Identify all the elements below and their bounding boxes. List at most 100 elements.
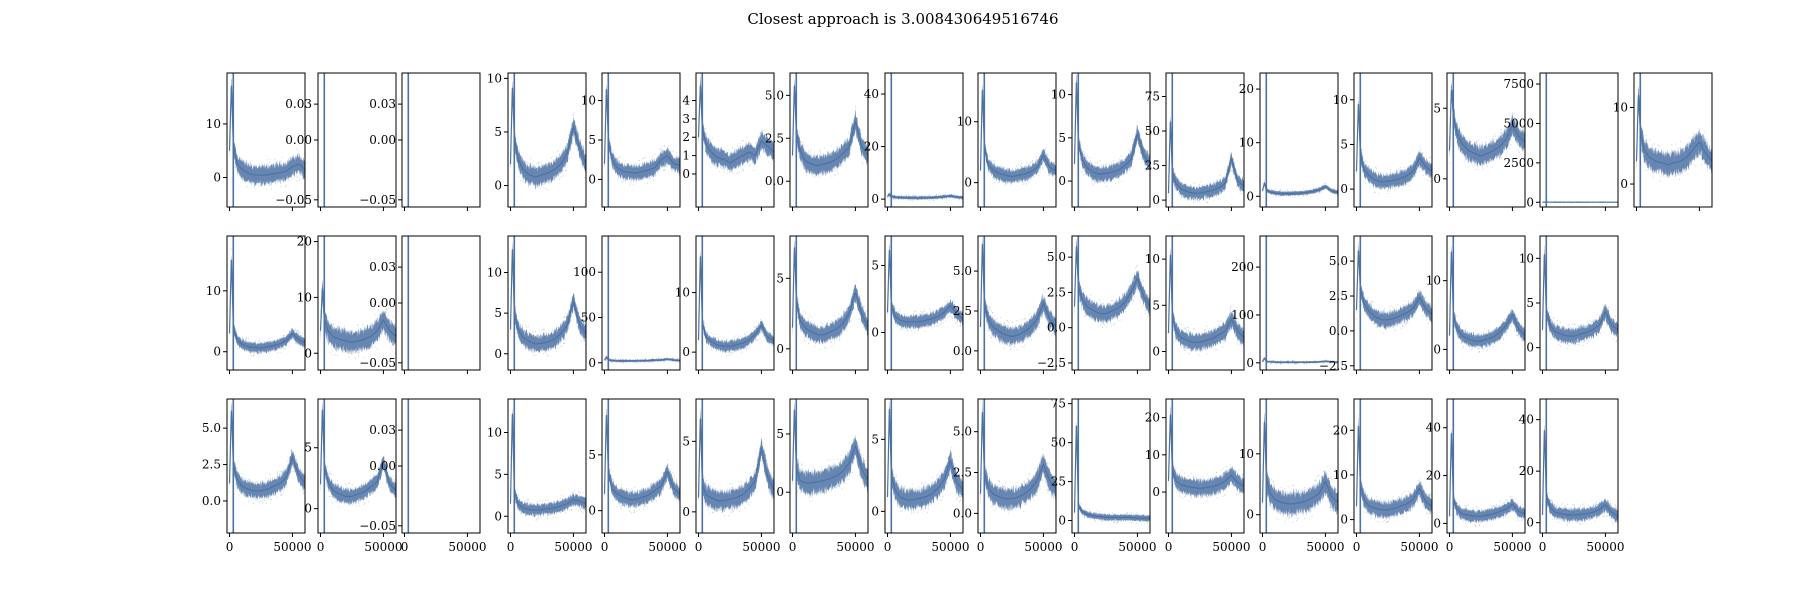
y-tick-label: 10: [1145, 448, 1160, 462]
y-tick-label: 5: [776, 427, 784, 441]
subplot-r0-c8: 0 10: [957, 72, 1057, 211]
x-tick-label: 0: [1259, 540, 1267, 554]
axes-frame: [226, 72, 306, 208]
series-band: [1542, 424, 1618, 525]
y-tick-label: 0: [776, 485, 784, 499]
series-plot-area: [319, 399, 396, 533]
y-tick-label: −2.5: [1037, 356, 1066, 370]
axes-frame: [977, 398, 1057, 534]
series-band: [1168, 115, 1244, 202]
x-tick-label: 0: [1165, 540, 1173, 554]
series-line: [979, 244, 1056, 338]
y-tick-label: 5: [588, 133, 596, 147]
y-tick-label: 20: [864, 140, 879, 154]
y-tick-label: 0.03: [369, 423, 396, 437]
axes-frame: [1353, 235, 1433, 371]
subplot-r1-c1: 0 10 20: [297, 235, 397, 374]
series-plot-area: [603, 73, 680, 207]
axes-frame: [884, 72, 964, 208]
x-tick-label: 50000: [1118, 540, 1156, 554]
axes-frame: [401, 398, 481, 534]
y-tick-label: 0: [1340, 513, 1348, 527]
x-tick-label: 0: [317, 540, 325, 554]
series-plot-area: [791, 399, 868, 533]
y-tick-label: 0: [1152, 485, 1160, 499]
subplot-r0-c1: −0.05 0.00 0.03: [275, 72, 397, 211]
y-tick-label: 0: [1246, 508, 1254, 522]
series-plot-area: [1073, 73, 1150, 207]
series-plot-area: [979, 399, 1056, 533]
y-tick-label: 200: [1231, 260, 1254, 274]
series-line: [509, 249, 586, 345]
subplot-r2-c3: 0 5 10 0 50000: [487, 398, 593, 554]
series-plot-area: [1167, 73, 1244, 207]
series-band: [1262, 181, 1338, 197]
series-plot-area: [1635, 73, 1712, 207]
series-line: [319, 409, 396, 498]
series-band: [1636, 85, 1712, 180]
subplot-r0-c0: 0 10: [206, 72, 306, 211]
series-plot-area: [886, 236, 963, 370]
axes-frame: [1539, 398, 1619, 534]
series-plot-area: [886, 399, 963, 533]
x-tick-label: 0: [1446, 540, 1454, 554]
y-tick-label: −0.05: [359, 519, 396, 533]
subplot-r1-c7: 05: [871, 235, 964, 374]
y-tick-label: 10: [206, 284, 221, 298]
series-line: [697, 418, 774, 502]
series-plot-area: [791, 236, 868, 370]
subplot-r2-c6: 0 5 0 50000: [776, 398, 875, 554]
y-tick-label: −0.05: [359, 356, 396, 370]
y-tick-label: 5: [776, 271, 784, 285]
series-band: [229, 401, 305, 502]
subplot-r0-c14: 0 2500 5000 7500: [1503, 72, 1619, 211]
series-band: [320, 279, 396, 356]
subplot-r1-c0: 0 10: [206, 235, 306, 374]
y-tick-label: 0.0: [953, 506, 972, 520]
y-tick-label: 50: [581, 310, 596, 324]
axes-frame: [401, 235, 481, 371]
series-line: [1355, 103, 1432, 183]
series-band: [510, 80, 586, 190]
axes-frame: [1539, 235, 1619, 371]
y-tick-label: 10: [1333, 468, 1348, 482]
y-tick-label: 0: [494, 179, 502, 193]
series-line: [791, 247, 868, 336]
x-tick-label: 0: [977, 540, 985, 554]
y-tick-label: 10: [487, 71, 502, 85]
y-tick-label: 0: [494, 347, 502, 361]
y-tick-label: 0.00: [369, 296, 396, 310]
axes-frame: [789, 235, 869, 371]
y-tick-label: 10: [206, 117, 221, 131]
series-plot-area: [1541, 399, 1618, 533]
y-tick-label: 0.0: [765, 174, 784, 188]
x-tick-label: 50000: [1493, 540, 1531, 554]
axes-frame: [884, 398, 964, 534]
series-line: [1541, 430, 1618, 517]
y-tick-label: 25: [1145, 159, 1160, 173]
x-tick-label: 50000: [448, 540, 486, 554]
subplot-r0-c10: 0 25 50 75: [1145, 72, 1245, 211]
series-plot-area: [791, 73, 868, 207]
y-tick-label: 0: [213, 345, 221, 359]
x-tick-label: 50000: [1212, 540, 1250, 554]
axes-frame: [1353, 398, 1433, 534]
series-band: [887, 400, 963, 513]
y-tick-label: 0: [213, 171, 221, 185]
subplot-r1-c12: −2.5 0.0 2.5 5.0: [1319, 235, 1433, 374]
y-tick-label: 0: [1152, 193, 1160, 207]
series-line: [697, 85, 774, 164]
series-line: [228, 85, 305, 176]
y-tick-label: −2.5: [1319, 359, 1348, 373]
axes-frame: [226, 398, 306, 534]
series-band: [1074, 238, 1150, 326]
series-band: [604, 84, 680, 184]
y-tick-label: 0.03: [369, 97, 396, 111]
series-band: [1356, 99, 1432, 191]
subplot-r2-c8: 0.0 2.5 5.0 0 50000: [953, 398, 1063, 554]
series-line: [603, 89, 680, 174]
subplot-r1-c8: 0.0 2.5 5.0: [953, 235, 1057, 374]
subplot-r2-c10: 0 10 20 0 50000: [1145, 398, 1251, 554]
series-band: [980, 237, 1056, 348]
y-tick-label: 40: [864, 87, 879, 101]
